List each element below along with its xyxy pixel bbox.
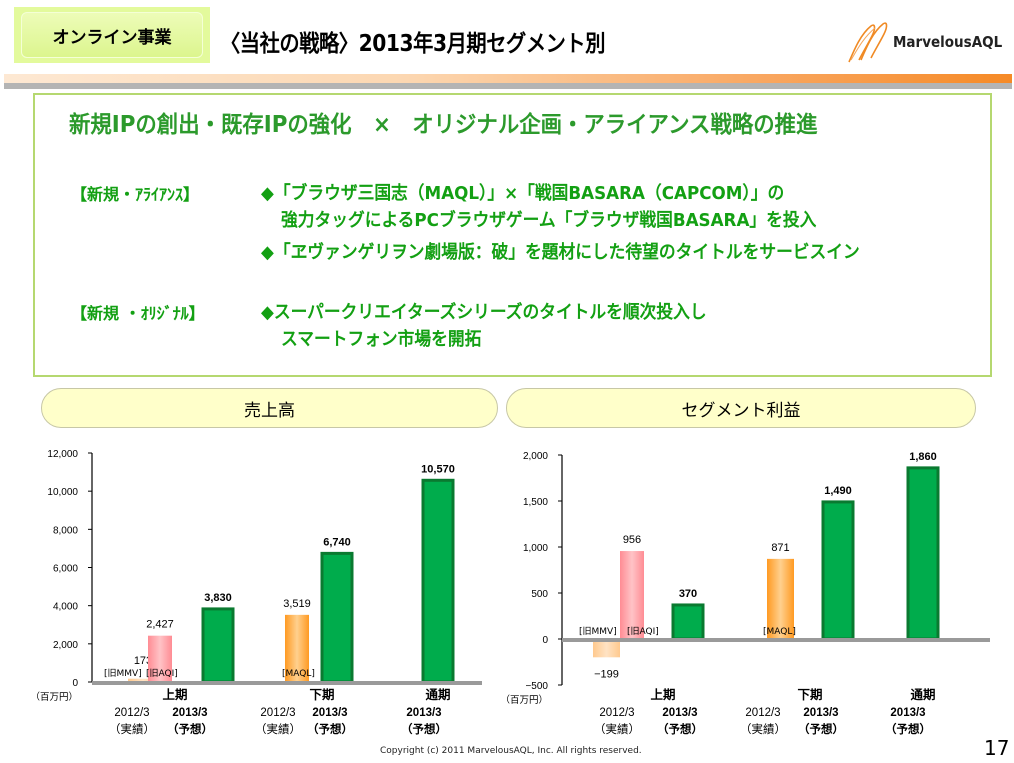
period-label: 2013/3 <box>172 707 207 719</box>
segment-tag: [旧AQI] <box>146 668 178 679</box>
unit-label: （百万円） <box>505 694 548 706</box>
period-type-label: （実績） <box>740 722 786 736</box>
y-tick-label: 8,000 <box>53 525 78 536</box>
period-type-label: （予想） <box>167 722 213 736</box>
y-tick-label: 10,000 <box>47 487 78 498</box>
group-label: 通期 <box>910 687 935 702</box>
profit-chart: −500 0 500 1,000 1,500 2,000 （百万円） −199 956 370 87… <box>505 451 990 736</box>
group-label: 下期 <box>309 687 334 702</box>
period-type-label: （実績） <box>255 722 301 736</box>
bar-maql <box>767 558 794 639</box>
alliance-line-1: ◆「ブラウザ三国志（MAQL）」×「戦国BASARA（CAPCOM）」の <box>261 183 785 204</box>
slide-title: 〈当社の戦略〉2013年3月期セグメント別 <box>220 31 606 57</box>
bar-forecast <box>320 551 354 684</box>
section-label-original: 【新規 ・ｵﾘｼﾞﾅﾙ】 <box>71 304 205 323</box>
y-tick-label: −500 <box>525 681 548 692</box>
profit-panel-title: セグメント利益 <box>506 388 976 428</box>
bar-value-label: 956 <box>623 534 641 546</box>
y-tick-label: 2,000 <box>523 451 548 462</box>
y-tick-label: 1,500 <box>523 497 548 508</box>
bar-maql <box>285 614 309 682</box>
page-number: 17 <box>984 736 1010 760</box>
bar-forecast <box>421 478 455 684</box>
segment-tag: [旧MMV] <box>579 626 617 637</box>
bar-value-label: −199 <box>594 668 619 680</box>
logo-text: MarvelousAQL <box>893 33 1003 51</box>
period-label: 2012/3 <box>260 707 295 719</box>
bar-value-label: 370 <box>679 588 697 600</box>
bar-value-label: 173 <box>134 655 152 667</box>
zero-baseline <box>92 681 482 685</box>
y-tick-label: 4,000 <box>53 602 78 613</box>
bar-forecast <box>821 500 855 641</box>
y-tick-label: 0 <box>72 678 78 689</box>
period-label: 2013/3 <box>803 707 838 719</box>
y-tick-label: 6,000 <box>53 564 78 575</box>
header-gradient-bar <box>4 74 1012 83</box>
y-tick-label: 12,000 <box>47 449 78 460</box>
y-tick-label: 1,000 <box>523 543 548 554</box>
period-label: 2013/3 <box>890 707 925 719</box>
y-tick-label: 0 <box>542 635 548 646</box>
period-label: 2012/3 <box>599 707 634 719</box>
alliance-line-2: 強力タッグによるPCブラウザゲーム「ブラウザ戦国BASARA」を投入 <box>281 210 817 231</box>
sales-chart: 0 2,000 4,000 6,000 8,000 10,000 12,000 （百万円） 17… <box>30 449 482 736</box>
header-bar-shadow <box>4 83 1012 89</box>
period-label: 2012/3 <box>745 707 780 719</box>
segment-tag: [MAQL] <box>763 627 796 637</box>
segment-tag: [旧AQI] <box>627 626 659 637</box>
period-label: 2013/3 <box>312 707 347 719</box>
copyright: Copyright (c) 2011 MarvelousAQL, Inc. Al… <box>380 746 642 756</box>
bar-value-label: 1,490 <box>824 485 852 497</box>
original-line-2: スマートフォン市場を開拓 <box>281 329 482 350</box>
sales-panel-title: 売上高 <box>41 388 498 428</box>
swirl-m-logo-icon <box>848 22 888 63</box>
strategy-box: 新規IPの創出・既存IPの強化 × オリジナル企画・アライアンス戦略の推進 【新… <box>33 93 992 377</box>
period-label: 2013/3 <box>662 707 697 719</box>
unit-label: （百万円） <box>30 691 78 703</box>
bar-old-aqi <box>148 635 172 682</box>
segment-badge: オンライン事業 <box>14 7 210 63</box>
section-label-alliance: 【新規・ｱﾗｲｱﾝｽ】 <box>71 185 200 204</box>
bar-value-label: 6,740 <box>323 536 351 548</box>
segment-tag: [MAQL] <box>282 669 315 679</box>
period-type-label: （予想） <box>798 722 844 736</box>
period-type-label: （実績） <box>594 722 640 736</box>
period-type-label: （予想） <box>657 722 703 736</box>
bar-forecast <box>906 466 940 641</box>
segment-tag: [旧MMV] <box>104 668 142 679</box>
group-label: 上期 <box>650 687 675 702</box>
zero-baseline <box>562 638 990 642</box>
bar-value-label: 10,570 <box>421 463 455 475</box>
bar-old-mmv <box>128 678 158 682</box>
period-label: 2013/3 <box>406 707 441 719</box>
bar-forecast <box>201 607 235 684</box>
group-label: 通期 <box>425 687 450 702</box>
bar-forecast <box>671 603 705 641</box>
period-type-label: （予想） <box>307 722 353 736</box>
strategy-headline: 新規IPの創出・既存IPの強化 × オリジナル企画・アライアンス戦略の推進 <box>69 112 818 138</box>
original-line-1: ◆スーパークリエイターズシリーズのタイトルを順次投入し <box>261 302 707 323</box>
period-type-label: （予想） <box>885 722 931 736</box>
bar-old-aqi <box>620 551 644 639</box>
bar-old-mmv <box>593 639 620 658</box>
group-label: 上期 <box>162 687 187 702</box>
segment-badge-label: オンライン事業 <box>21 12 203 58</box>
bar-value-label: 1,860 <box>909 451 937 463</box>
group-label: 下期 <box>797 687 822 702</box>
period-type-label: （予想） <box>401 722 447 736</box>
period-label: 2012/3 <box>114 707 149 719</box>
bar-value-label: 3,519 <box>283 598 311 610</box>
bar-value-label: 3,830 <box>204 592 232 604</box>
period-type-label: （実績） <box>109 722 155 736</box>
company-logo: MarvelousAQL <box>845 20 1010 65</box>
y-tick-label: 2,000 <box>53 640 78 651</box>
bar-value-label: 871 <box>771 542 789 554</box>
alliance-line-3: ◆「ヱヴァンゲリヲン劇場版：破」を題材にした待望のタイトルをサービスイン <box>261 242 860 263</box>
y-tick-label: 500 <box>531 589 548 600</box>
bar-value-label: 2,427 <box>146 619 174 631</box>
